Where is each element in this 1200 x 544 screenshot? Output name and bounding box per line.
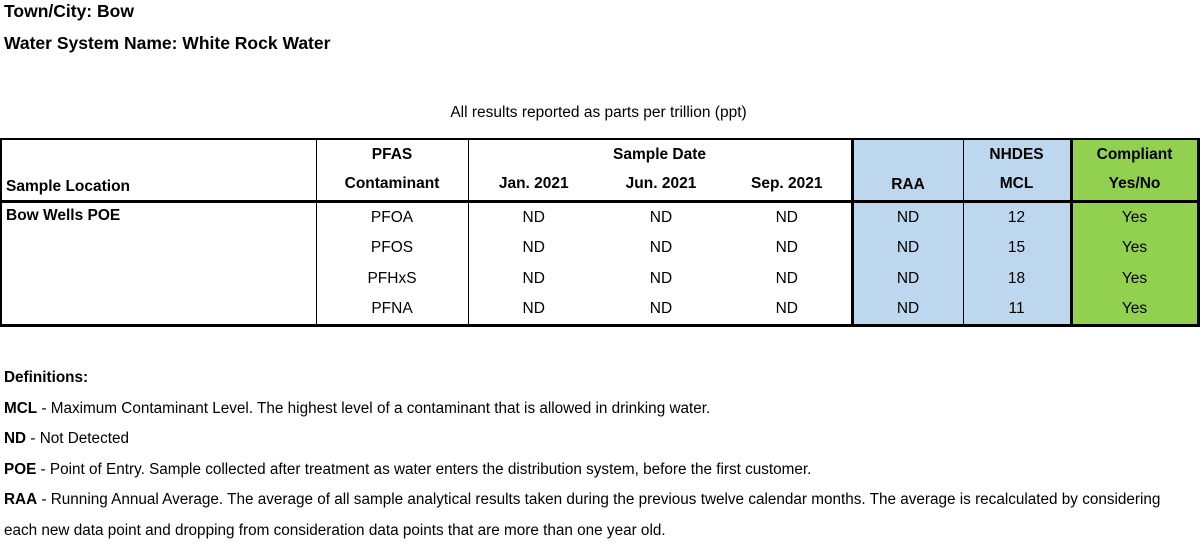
definition-term: POE xyxy=(4,460,37,478)
pfas-header-line1: PFAS xyxy=(371,146,413,163)
compliant-cell: Yes xyxy=(1071,232,1200,264)
result-cell-sep: ND xyxy=(723,263,854,295)
result-cell-jan: ND xyxy=(522,300,545,318)
contaminant-cell: PFNA xyxy=(316,294,469,326)
compliant-cell: Yes xyxy=(1071,294,1200,326)
compliant-header-line1: Compliant xyxy=(1096,146,1173,163)
result-cell-sep: ND xyxy=(723,294,854,326)
date-header-jan: Jan. 2021 xyxy=(468,170,599,203)
raa-cell: ND xyxy=(852,294,964,326)
definition-mcl: MCL - Maximum Contaminant Level. The hig… xyxy=(4,394,1182,425)
pfas-header-line2: Contaminant xyxy=(344,175,440,192)
definition-term: MCL xyxy=(4,399,38,417)
contaminant-cell: PFHxS xyxy=(316,263,469,295)
result-cell-jan: ND xyxy=(522,270,545,287)
definitions-section: Definitions: MCL - Maximum Contaminant L… xyxy=(4,363,1182,544)
result-cell-sep: ND xyxy=(723,201,854,233)
definition-text: - Not Detected xyxy=(26,430,129,448)
result-cell-jun: ND xyxy=(649,239,673,256)
definition-text: - Maximum Contaminant Level. The highest… xyxy=(37,399,711,417)
result-cell-jan: ND xyxy=(522,208,545,226)
definition-nd: ND - Not Detected xyxy=(4,424,1182,455)
date-header-sep: Sep. 2021 xyxy=(723,170,854,203)
definition-text: - Point of Entry. Sample collected after… xyxy=(36,460,812,478)
result-cell-sep: ND xyxy=(723,232,854,264)
compliant-cell: Yes xyxy=(1071,201,1200,233)
definition-term: RAA xyxy=(4,491,38,509)
contaminant-cell: PFOS xyxy=(316,232,469,264)
raa-header: RAA xyxy=(852,139,964,203)
result-cell-jan: ND xyxy=(522,239,545,256)
nhdes-header-line2: MCL xyxy=(999,175,1034,192)
table-row: PFNA ND ND ND ND 11 Yes xyxy=(1,294,1200,326)
definition-term: ND xyxy=(4,430,27,448)
mcl-cell: 18 xyxy=(963,263,1073,295)
definition-text: - Running Annual Average. The average of… xyxy=(4,491,1161,539)
compliant-cell: Yes xyxy=(1071,263,1200,295)
raa-cell: ND xyxy=(852,201,964,233)
compliant-header: Compliant Yes/No xyxy=(1071,139,1200,203)
mcl-cell: 11 xyxy=(963,294,1073,326)
sample-location-cell: Bow Wells POE xyxy=(1,201,317,326)
compliant-header-line2: Yes/No xyxy=(1108,175,1161,192)
water-system-title: Water System Name: White Rock Water xyxy=(4,33,331,53)
contaminant-cell: PFOA xyxy=(316,201,469,233)
raa-cell: ND xyxy=(852,232,964,264)
town-city-title: Town/City: Bow xyxy=(4,1,134,21)
sample-date-group-header: Sample Date xyxy=(468,139,854,171)
nhdes-mcl-header: NHDES MCL xyxy=(963,139,1073,203)
definition-raa: RAA - Running Annual Average. The averag… xyxy=(4,485,1182,544)
mcl-cell: 12 xyxy=(963,201,1073,233)
definitions-heading: Definitions: xyxy=(4,369,89,386)
units-caption: All results reported as parts per trilli… xyxy=(450,104,747,121)
result-cell-jun: ND xyxy=(649,270,673,287)
result-cell-jun: ND xyxy=(649,300,673,318)
pfas-contaminant-header: PFAS Contaminant xyxy=(316,139,469,203)
mcl-cell: 15 xyxy=(963,232,1073,264)
table-row: PFOS ND ND ND ND 15 Yes xyxy=(1,232,1200,264)
table-row: PFHxS ND ND ND ND 18 Yes xyxy=(1,263,1200,295)
table-row: Bow Wells POE PFOA ND ND ND ND 12 Yes xyxy=(1,201,1200,326)
result-cell-jun: ND xyxy=(649,208,673,226)
raa-cell: ND xyxy=(852,263,964,295)
sample-location-header: Sample Location xyxy=(1,139,317,203)
date-header-jun: Jun. 2021 xyxy=(599,170,723,203)
results-table: Sample Location PFAS Contaminant Sample … xyxy=(0,138,1200,327)
nhdes-header-line1: NHDES xyxy=(989,146,1044,163)
definition-poe: POE - Point of Entry. Sample collected a… xyxy=(4,455,1182,486)
